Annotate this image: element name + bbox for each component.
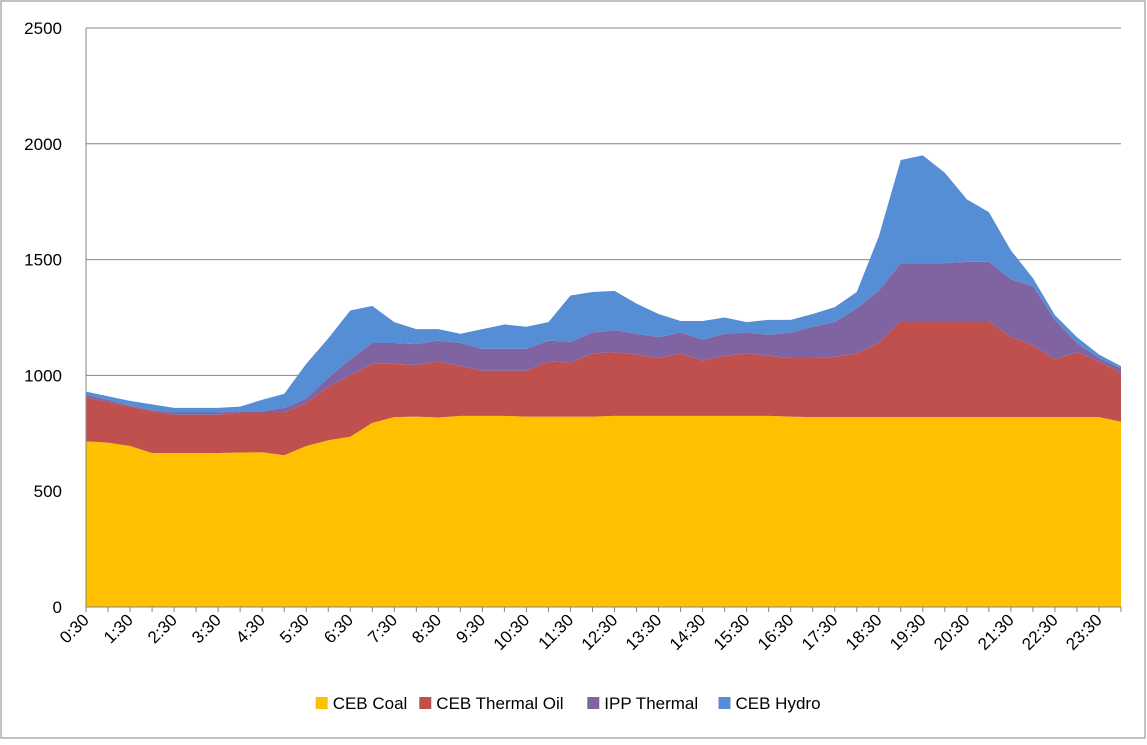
area <box>86 261 1121 415</box>
y-tick-label: 2500 <box>24 19 62 38</box>
legend-label: CEB Coal <box>333 694 408 713</box>
y-tick-label: 1500 <box>24 251 62 270</box>
area <box>86 155 1121 413</box>
legend-swatch <box>315 697 328 709</box>
legend-swatch <box>718 697 731 709</box>
legend-label: CEB Thermal Oil <box>436 694 563 713</box>
legend-swatch <box>419 697 432 709</box>
legend-swatch <box>587 697 600 709</box>
y-tick-label: 1000 <box>24 366 62 385</box>
area <box>86 320 1121 456</box>
legend-label: IPP Thermal <box>604 694 698 713</box>
y-tick-label: 0 <box>53 598 62 617</box>
y-tick-label: 2000 <box>24 135 62 154</box>
y-tick-label: 500 <box>34 482 62 501</box>
area <box>86 415 1121 607</box>
legend-label: CEB Hydro <box>736 694 821 713</box>
